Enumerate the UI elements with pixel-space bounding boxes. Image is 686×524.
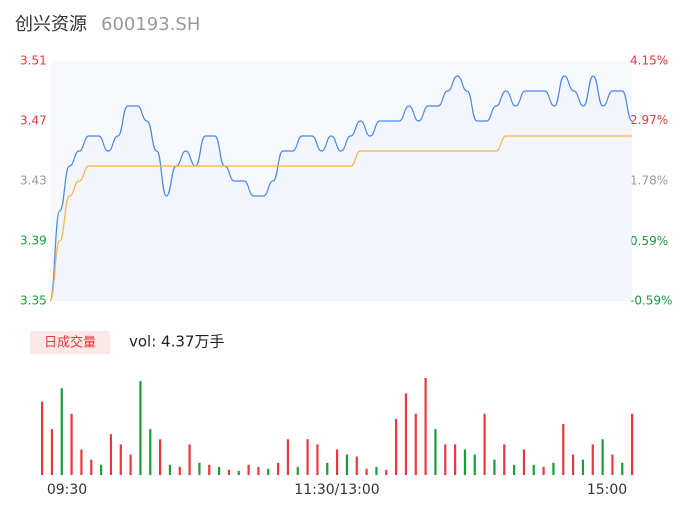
volume-bar (286, 439, 290, 475)
volume-bar (601, 439, 604, 475)
y2-tick-label: -0.59% (630, 294, 672, 308)
volume-bar (611, 454, 614, 475)
volume-bar (591, 444, 594, 475)
volume-bar (444, 444, 447, 475)
volume-bar (178, 466, 181, 475)
volume-bar (60, 388, 63, 475)
volume-bar (503, 444, 506, 475)
volume-bar (345, 454, 349, 475)
volume-bar (198, 462, 201, 475)
volume-bar (70, 413, 73, 475)
volume-bar (296, 466, 299, 475)
volume-legend: 日成交量 (44, 335, 96, 351)
volume-bar (522, 449, 526, 475)
volume-bar (454, 444, 457, 475)
price-area (50, 76, 632, 301)
volume-bar (139, 381, 142, 475)
volume-bar (375, 466, 378, 475)
volume-bar (355, 456, 358, 475)
volume-bar (90, 459, 93, 475)
volume-bar (552, 462, 555, 475)
volume-annotation: vol: 4.37万手 (129, 333, 224, 351)
stock-name: 创兴资源 (15, 14, 87, 35)
volume-bar (237, 470, 240, 475)
volume-bar (336, 449, 339, 475)
volume-bar (119, 444, 122, 475)
volume-bar (326, 462, 329, 475)
volume-bar (316, 444, 319, 475)
volume-bar (267, 468, 270, 475)
volume-bar (365, 468, 368, 475)
volume-bar (473, 454, 476, 475)
price-line (49, 75, 633, 302)
volume-bar (483, 413, 486, 475)
volume-bar (434, 429, 437, 475)
volume-bar (149, 429, 152, 475)
volume-bar (227, 469, 231, 475)
volume-bar (424, 378, 427, 475)
volume-bar (208, 464, 211, 475)
y2-tick-label: 0.59% (630, 234, 668, 248)
volume-bar (513, 464, 516, 475)
y2-tick-label: 4.15% (630, 54, 668, 68)
volume-bar (277, 462, 280, 475)
volume-bar (542, 466, 545, 475)
stock-code: 600193.SH (101, 14, 200, 35)
volume-bar (562, 423, 565, 475)
x-tick-label: 11:30/13:00 (294, 482, 379, 498)
x-tick-label: 15:00 (587, 482, 627, 498)
volume-bar (50, 429, 54, 475)
y-tick-label: 3.43 (20, 174, 47, 188)
volume-bar (532, 464, 535, 475)
volume-bar (159, 439, 162, 475)
y-tick-label: 3.39 (20, 234, 47, 248)
y-tick-label: 3.35 (20, 294, 47, 308)
y2-tick-label: 2.97% (630, 113, 668, 127)
volume-bar (493, 459, 496, 475)
y-tick-label: 3.51 (20, 54, 47, 68)
volume-bar (395, 418, 398, 475)
volume-legend-box (30, 331, 110, 354)
volume-bar (385, 469, 388, 475)
volume-bar (621, 462, 624, 475)
volume-bar (218, 466, 221, 475)
volume-bar (247, 464, 250, 475)
volume-bar (80, 449, 83, 475)
volume-bar (581, 459, 585, 475)
volume-bar (168, 464, 172, 475)
volume-bar (463, 449, 467, 475)
x-tick-label: 09:30 (47, 482, 87, 498)
volume-bar (41, 401, 44, 475)
volume-bar (109, 434, 113, 475)
average-line (49, 135, 632, 302)
volume-bar (257, 466, 260, 475)
volume-bar (188, 444, 191, 475)
volume-bar (572, 454, 575, 475)
volume-bar (129, 454, 132, 475)
volume-bar (100, 464, 103, 475)
y-tick-label: 3.47 (20, 114, 47, 128)
volume-bar (404, 393, 408, 475)
volume-bar (306, 439, 309, 475)
volume-bar (631, 413, 634, 475)
volume-bar (414, 413, 417, 475)
y2-tick-label: 1.78% (630, 174, 668, 188)
